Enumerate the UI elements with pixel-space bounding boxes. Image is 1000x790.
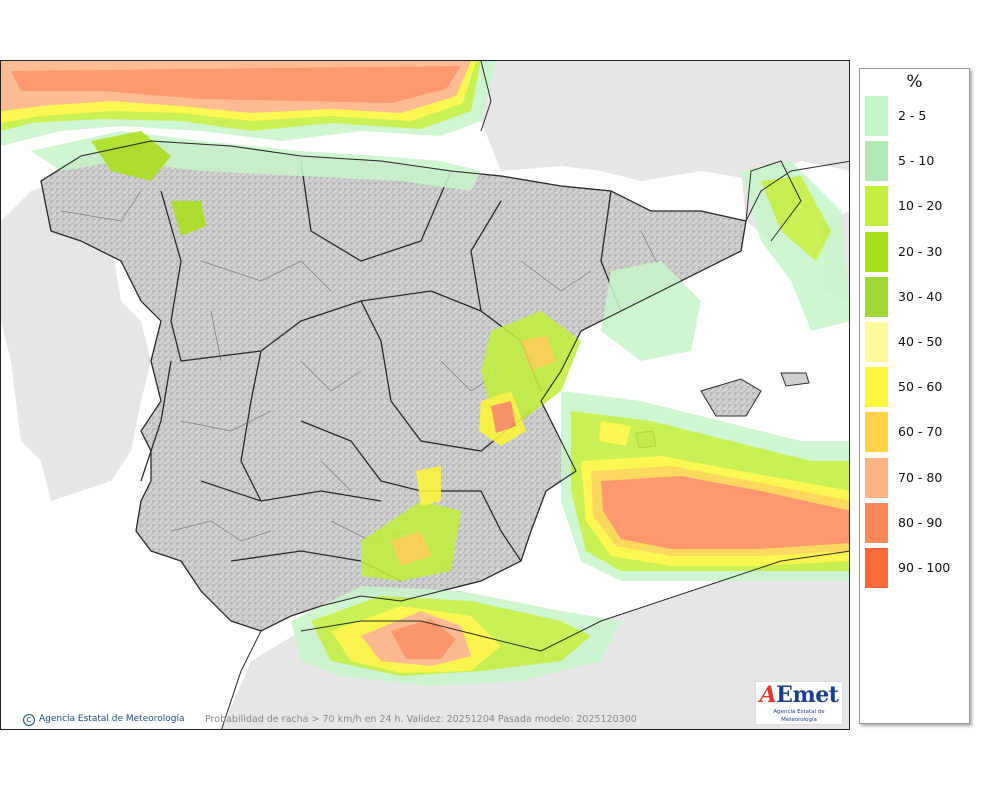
legend-swatch <box>865 457 888 498</box>
legend-label: 10 - 20 <box>898 198 943 214</box>
menorca-land <box>780 372 810 387</box>
copyright-icon: C <box>23 714 35 726</box>
legend-item: 20 - 30 <box>865 231 965 272</box>
legend-swatch <box>865 367 888 408</box>
legend-label: 30 - 40 <box>898 288 943 304</box>
legend-label: 5 - 10 <box>898 153 935 169</box>
legend-swatch <box>865 276 888 317</box>
portugal-land <box>1 181 151 501</box>
logo-sub: Agencia Estatal de Meteorología <box>773 709 825 723</box>
color-legend: % 2 - 5 5 - 10 10 - 20 20 - 30 30 - 40 40 - 5… <box>859 68 970 724</box>
legend-swatch <box>865 96 888 136</box>
legend-label: 80 - 90 <box>898 514 943 530</box>
other-coastlines <box>221 61 849 729</box>
legend-label: 60 - 70 <box>898 424 943 440</box>
map-frame: C Agencia Estatal de Meteorología Probabi… <box>0 60 850 730</box>
legend-swatch <box>865 186 888 227</box>
legend-swatch <box>865 141 888 182</box>
legend-label: 2 - 5 <box>898 108 927 123</box>
spain-coastline <box>40 140 747 632</box>
legend-label: 70 - 80 <box>898 469 943 485</box>
legend-swatch <box>865 502 888 543</box>
legend-item: 90 - 100 <box>865 548 965 588</box>
legend-swatch <box>865 322 888 362</box>
legend-item: 30 - 40 <box>865 276 965 317</box>
legend-item: 5 - 10 <box>865 141 965 182</box>
legend-title: % <box>906 72 923 92</box>
probability-map <box>1 61 849 729</box>
legend-item: 40 - 50 <box>865 322 965 362</box>
legend-item: 60 - 70 <box>865 412 965 453</box>
legend-label: 90 - 100 <box>898 560 951 575</box>
logo-word: AEmet <box>759 682 839 708</box>
credit-text: C Agencia Estatal de Meteorología <box>23 714 185 726</box>
aemet-logo: AEmet Agencia Estatal de Meteorología <box>755 681 843 725</box>
legend-swatch <box>865 231 888 272</box>
mallorca-land <box>700 378 762 417</box>
legend-item: 10 - 20 <box>865 186 965 227</box>
map-caption: Probabilidad de racha > 70 km/h en 24 h.… <box>205 714 637 725</box>
legend-item: 2 - 5 <box>865 96 965 136</box>
legend-swatch <box>865 412 888 453</box>
legend-label: 20 - 30 <box>898 243 943 259</box>
legend-item: 50 - 60 <box>865 367 965 408</box>
legend-label: 40 - 50 <box>898 334 943 349</box>
legend-item: 70 - 80 <box>865 457 965 498</box>
france-land <box>481 61 849 181</box>
legend-item: 80 - 90 <box>865 502 965 543</box>
africa-land <box>221 551 849 729</box>
legend-label: 50 - 60 <box>898 379 943 395</box>
legend-swatch <box>865 548 888 588</box>
probability-shading <box>1 61 849 686</box>
